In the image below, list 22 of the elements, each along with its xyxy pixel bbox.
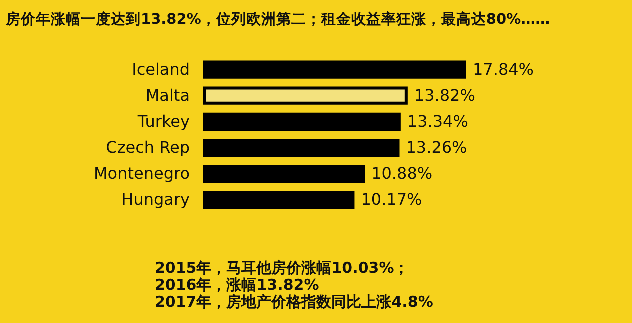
y-tick-label: Turkey xyxy=(136,112,190,131)
bar xyxy=(204,165,366,184)
text: 2017年，房地产价格指数同比上涨4.8% xyxy=(155,293,434,311)
data-label: 10.88% xyxy=(372,164,433,184)
bar xyxy=(204,86,408,105)
text: 2016年，涨幅13.82% xyxy=(155,276,320,294)
y-tick-label: Montenegro xyxy=(94,164,190,184)
data-label: 13.82% xyxy=(414,86,476,105)
bar xyxy=(204,191,355,210)
chart-title: 房价年涨幅一度达到13.82%，位列欧洲第二；租金收益率狂涨，最高达80%…… xyxy=(5,10,550,28)
text: 2015年，马耳他房价涨幅10.03%； xyxy=(155,259,410,277)
y-tick-label: Czech Rep xyxy=(106,138,190,158)
data-label: 17.84% xyxy=(473,60,534,79)
bar xyxy=(204,138,400,158)
y-tick-label: Iceland xyxy=(132,60,190,79)
y-tick-label: Malta xyxy=(146,86,190,105)
data-label: 13.26% xyxy=(406,138,468,158)
y-tick-label: Hungary xyxy=(122,190,190,210)
data-label: 10.17% xyxy=(361,190,422,210)
data-label: 13.34% xyxy=(407,112,468,131)
bar xyxy=(204,112,401,132)
bar xyxy=(204,60,466,79)
